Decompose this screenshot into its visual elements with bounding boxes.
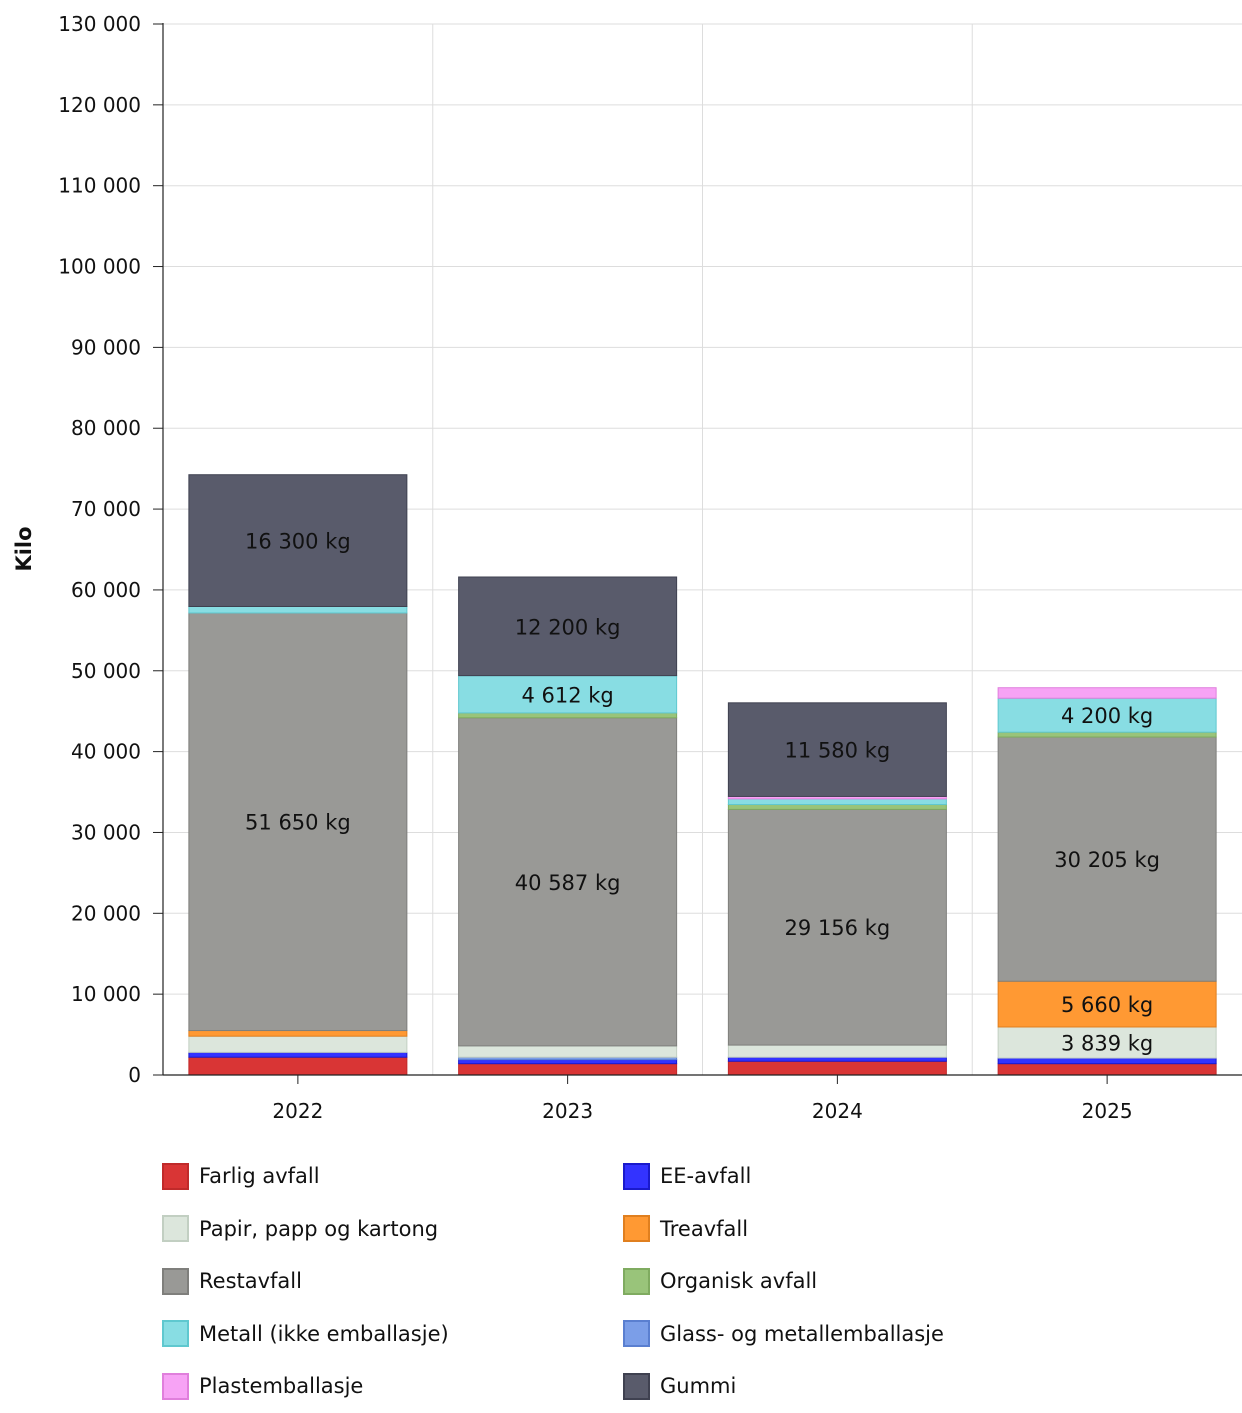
bar-segment	[458, 675, 678, 714]
tick-labels: 0 10 000 20 000 30 000 40 000 50 000 60 000 70 …	[58, 12, 1132, 1123]
bars	[188, 474, 1217, 1076]
data-label: 51 650 kg	[245, 811, 351, 835]
bar-segment	[727, 804, 947, 810]
bar-segment	[997, 1057, 1217, 1065]
bar-segment	[458, 717, 678, 1047]
y-tick-label: 20 000	[71, 901, 141, 925]
bar-segment	[188, 1030, 408, 1037]
legend-swatch	[162, 1320, 189, 1348]
axes	[153, 23, 1242, 1084]
bar-segment	[997, 736, 1217, 982]
legend-label: Restavfall	[199, 1269, 302, 1294]
bar-segment	[997, 687, 1217, 699]
y-tick-label: 120 000	[58, 93, 141, 117]
y-tick-label: 0	[128, 1063, 141, 1087]
bar-segment	[727, 808, 947, 1046]
y-axis-label: Kilo	[12, 526, 36, 571]
bar-segment	[997, 731, 1217, 738]
bar-segment	[997, 1063, 1217, 1076]
legend-label: Organisk avfall	[660, 1269, 818, 1294]
legend-item: Plastemballasje	[162, 1360, 623, 1413]
legend-item: Metall (ikke emballasje)	[162, 1308, 623, 1361]
legend-label: Glass- og metallemballasje	[660, 1321, 944, 1346]
legend-item: Papir, papp og kartong	[162, 1203, 623, 1256]
bar-segment	[458, 1059, 678, 1065]
chart-svg: 0 10 000 20 000 30 000 40 000 50 000 60 000 70 …	[12, 12, 1242, 1123]
bar-segment	[188, 612, 408, 1032]
y-tick-label: 60 000	[71, 578, 141, 602]
x-tick-label: 2024	[812, 1099, 863, 1123]
legend: Farlig avfall EE-avfall Papir, papp og kar…	[162, 1150, 1222, 1413]
y-tick-label: 110 000	[58, 174, 141, 198]
data-label: 30 205 kg	[1054, 848, 1160, 872]
data-label: 5 660 kg	[1061, 993, 1153, 1017]
bar-segment	[997, 697, 1217, 733]
data-label: 12 200 kg	[515, 615, 621, 639]
legend-swatch	[623, 1267, 650, 1295]
y-tick-label: 100 000	[58, 255, 141, 279]
data-label: 4 200 kg	[1061, 704, 1153, 728]
stacked-bar-chart: 0 10 000 20 000 30 000 40 000 50 000 60 000 70 …	[12, 12, 1242, 1123]
legend-swatch	[162, 1267, 189, 1295]
bar-segment	[458, 1063, 678, 1076]
legend-swatch	[623, 1162, 650, 1190]
legend-label: Metall (ikke emballasje)	[199, 1321, 449, 1346]
legend-label: Plastemballasje	[199, 1374, 364, 1399]
y-tick-label: 10 000	[71, 982, 141, 1006]
bar-segment	[997, 980, 1217, 1028]
y-tick-label: 90 000	[71, 335, 141, 359]
data-label: 11 580 kg	[785, 739, 891, 763]
bar-segment	[727, 1056, 947, 1062]
legend-label: Gummi	[660, 1374, 737, 1399]
y-tick-label: 50 000	[71, 659, 141, 683]
bar-segment	[727, 1044, 947, 1058]
data-label: 29 156 kg	[785, 916, 891, 940]
data-label: 16 300 kg	[245, 530, 351, 554]
bar-segment	[727, 798, 947, 806]
data-label: 3 839 kg	[1061, 1032, 1153, 1056]
legend-label: Treavfall	[660, 1216, 749, 1241]
x-tick-label: 2022	[272, 1099, 323, 1123]
data-label: 40 587 kg	[515, 871, 621, 895]
legend-swatch	[623, 1215, 650, 1243]
legend-item: Gummi	[623, 1360, 1123, 1413]
legend-swatch	[162, 1372, 189, 1400]
y-tick-label: 80 000	[71, 416, 141, 440]
bar-segment	[188, 1035, 408, 1053]
legend-label: EE-avfall	[660, 1164, 752, 1189]
legend-item: Glass- og metallemballasje	[623, 1308, 1123, 1361]
y-tick-label: 40 000	[71, 740, 141, 764]
data-label: 4 612 kg	[521, 683, 613, 707]
legend-swatch	[162, 1162, 189, 1190]
x-tick-label: 2023	[542, 1099, 593, 1123]
bar-segment	[458, 1045, 678, 1058]
bar-segment	[188, 474, 408, 607]
y-tick-label: 30 000	[71, 820, 141, 844]
bar-segment	[997, 1026, 1217, 1059]
legend-label: Papir, papp og kartong	[199, 1216, 439, 1241]
x-tick-label: 2025	[1082, 1099, 1133, 1123]
legend-item: Restavfall	[162, 1255, 623, 1308]
bar-segment	[188, 1051, 408, 1058]
legend-label: Farlig avfall	[199, 1164, 320, 1189]
y-tick-label: 70 000	[71, 497, 141, 521]
bar-segment	[727, 1060, 947, 1076]
legend-swatch	[623, 1372, 650, 1400]
data-labels: 16 300 kg 51 650 kg 12 200 kg 4 612 kg 40 58…	[245, 530, 1160, 1056]
bar-segment	[458, 712, 678, 719]
legend-item: EE-avfall	[623, 1150, 1123, 1203]
y-tick-label: 130 000	[58, 12, 141, 36]
bar-segment	[188, 1056, 408, 1076]
legend-swatch	[623, 1320, 650, 1348]
legend-item: Organisk avfall	[623, 1255, 1123, 1308]
legend-swatch	[162, 1215, 189, 1243]
legend-item: Farlig avfall	[162, 1150, 623, 1203]
bar-segment	[727, 702, 947, 797]
bar-segment	[458, 576, 678, 677]
legend-item: Treavfall	[623, 1203, 1123, 1256]
bar-segment	[188, 605, 408, 614]
